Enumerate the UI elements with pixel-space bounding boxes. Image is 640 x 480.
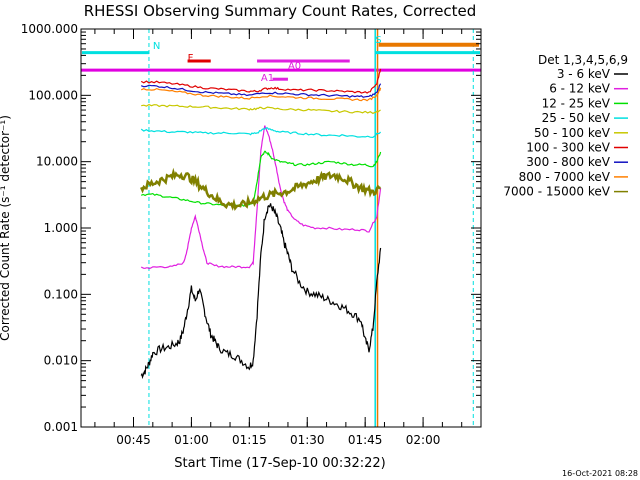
series-line-0 [140,203,382,380]
series-line-8 [140,167,381,212]
x-tick-label: 01:30 [290,433,325,447]
x-tick-label: 01:15 [232,433,267,447]
flag-label-n: N [153,41,160,52]
series-line-7 [140,87,382,102]
y-tick-label: 100.000 [28,88,78,102]
legend-label-2: 12 - 25 keV [542,96,611,110]
legend-label-5: 100 - 300 keV [526,141,610,155]
y-tick-label: 10.000 [36,155,78,169]
y-tick-label: 1.000 [44,221,78,235]
x-tick-label: 01:00 [174,433,209,447]
x-axis-label: Start Time (17-Sep-10 00:32:22) [174,456,385,471]
y-axis-label: Corrected Count Rate (s⁻¹ detector⁻¹) [0,115,12,341]
x-tick-label: 00:45 [116,433,151,447]
series-line-4 [141,103,381,115]
series-line-3 [140,127,382,139]
legend-label-1: 6 - 12 keV [549,82,611,96]
legend-label-4: 50 - 100 keV [534,126,611,140]
flag-label-s: S [375,35,381,46]
series-line-6 [140,83,382,98]
y-axis: 0.001 0.010 0.100 1.000 10.000 100.000 1000.00… [21,22,481,434]
legend-label-0: 3 - 6 keV [557,67,611,81]
footer-timestamp: 16-Oct-2021 08:28 [562,469,638,478]
x-tick-label: 01:45 [348,433,383,447]
y-tick-label: 0.001 [44,420,78,434]
series-line-1 [140,125,382,270]
x-tick-label: 02:00 [406,433,441,447]
y-tick-label: 0.100 [44,287,78,301]
legend-label-6: 300 - 800 keV [526,155,610,169]
legend-label-8: 7000 - 15000 keV [503,185,610,199]
y-tick-label: 1000.000 [21,22,78,36]
series-lines [140,68,382,380]
flag-label-a0: A0 [288,61,301,72]
legend-label-3: 25 - 50 keV [542,111,611,125]
flag-label-a1: A1 [261,73,274,84]
chart-title: RHESSI Observing Summary Count Rates, Co… [84,2,477,20]
flag-label-f: F [188,53,194,64]
series-line-2 [140,150,382,207]
series-line-5 [140,68,382,94]
legend-label-7: 800 - 7000 keV [519,170,611,184]
y-tick-label: 0.010 [44,354,78,368]
legend-title: Det 1,3,4,5,6,9 [538,53,628,67]
x-axis: 00:45 01:00 01:15 01:30 01:45 02:00 [94,29,482,447]
